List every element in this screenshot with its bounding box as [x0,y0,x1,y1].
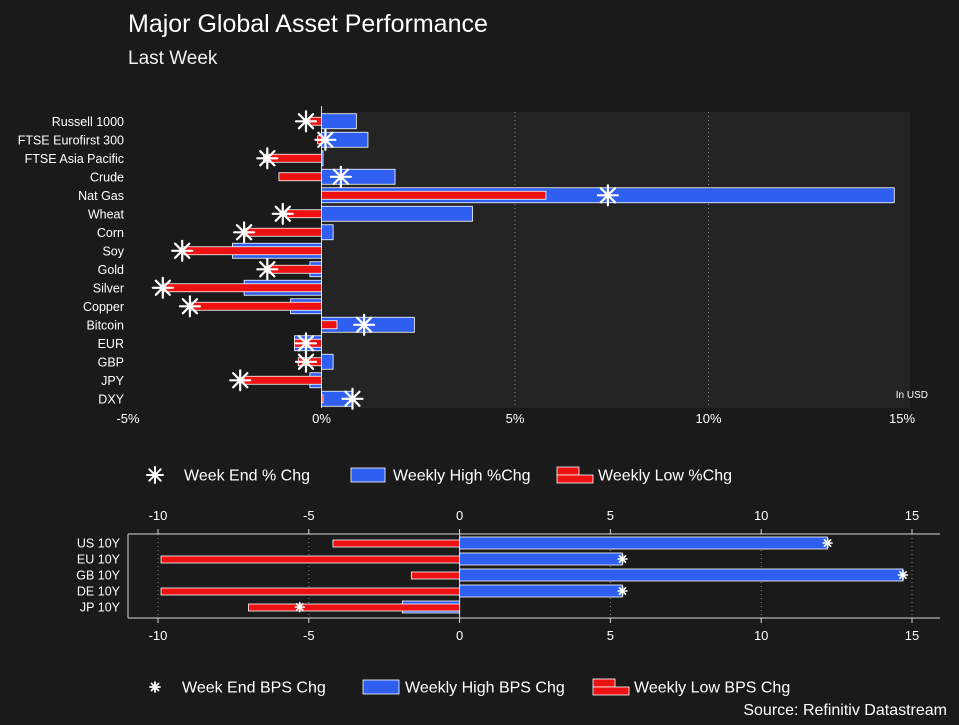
x-tick-label-bottom: -10 [149,628,168,643]
category-label: Wheat [88,207,125,221]
marker-week-end [271,202,294,225]
marker-week-end [897,569,909,581]
bar-weekly-low [248,603,460,612]
x-tick-label-top: 5 [607,508,614,523]
marker-week-end [314,128,337,151]
marker-week-end [294,601,306,613]
category-label: Nat Gas [78,189,124,203]
marker-week-end [151,276,174,299]
category-label: DE 10Y [77,585,121,599]
marker-week-end [233,221,256,244]
x-tick-label-top: 10 [754,508,768,523]
legend-label: Week End BPS Chg [182,680,326,697]
x-tick-label: 5% [506,411,525,426]
marker-week-end [617,553,628,565]
x-tick-label: -5% [116,411,140,426]
legend-label: Weekly High BPS Chg [405,680,565,697]
legend-high-swatch [350,467,386,483]
legend-label: Weekly High %Chg [393,468,531,485]
category-label: Crude [90,170,124,184]
x-tick-label: 15% [889,411,915,426]
marker-week-end [294,332,318,355]
bar-weekly-high [459,584,623,598]
bar-weekly-high [459,568,904,582]
plot-area-band [321,112,910,408]
source-note: Source: Refinitiv Datastream [743,702,947,719]
marker-week-end [294,110,318,133]
marker-week-end [171,239,194,262]
legend-marker-icon [149,681,161,693]
marker-week-end [341,387,364,410]
bar-weekly-low [160,587,461,596]
bar-weekly-low [160,555,461,564]
category-label: Gold [98,263,124,277]
legend-low-swatch [556,474,594,484]
bar-weekly-low [321,190,547,200]
x-tick-label-bottom: 0 [456,628,463,643]
category-label: Bitcoin [86,318,124,332]
legend-marker-icon [146,466,164,484]
legend-high-swatch [362,679,400,695]
marker-week-end [617,585,628,597]
marker-week-end [256,258,279,281]
chart-title: Major Global Asset Performance [128,10,488,38]
category-label: EU 10Y [77,553,121,567]
bar-weekly-low [321,320,338,330]
x-tick-label-top: -5 [303,508,315,523]
category-label: Russell 1000 [52,115,124,129]
marker-week-end [353,313,376,336]
bar-weekly-low [321,394,324,404]
bar-weekly-low [410,571,460,580]
x-tick-label-bottom: 15 [905,628,919,643]
unit-label: In USD [896,390,928,401]
legend-label: Weekly Low %Chg [598,468,732,485]
x-tick-label-top: -10 [149,508,168,523]
legend-low-swatch [592,686,630,696]
category-label: Soy [102,244,124,258]
category-label: JP 10Y [80,601,121,615]
chart-subtitle: Last Week [128,48,218,69]
marker-week-end [596,184,619,207]
category-label: DXY [98,392,124,406]
asset-performance-chart: -5% 0% 5% 10% 15% Russell 1000 FTSE Eurofirst … [18,106,928,485]
bar-weekly-low [278,172,322,182]
x-tick-label-top: 15 [905,508,919,523]
category-label: US 10Y [77,537,121,551]
marker-week-end [256,147,279,170]
x-tick-label-bottom: 10 [754,628,768,643]
category-label: EUR [98,337,124,351]
legend-label: Week End % Chg [184,468,310,485]
x-tick-label-bottom: -5 [303,628,315,643]
bar-weekly-low [332,539,461,548]
category-label: Corn [97,226,124,240]
category-label: FTSE Asia Pacific [25,152,124,166]
category-label: JPY [101,374,125,388]
legend-label: Weekly Low BPS Chg [634,680,790,697]
x-tick-label: 0% [312,411,331,426]
x-tick-label-bottom: 5 [607,628,614,643]
category-label: FTSE Eurofirst 300 [18,133,124,147]
marker-week-end [294,350,318,373]
bar-weekly-high [459,536,828,550]
marker-week-end [822,537,833,549]
category-label: Copper [83,300,124,314]
category-label: GBP [98,355,124,369]
category-label: Silver [93,281,124,295]
marker-week-end [229,369,252,392]
x-tick-label-top: 0 [456,508,463,523]
x-tick-label: 10% [695,411,721,426]
marker-week-end [178,295,201,318]
category-label: GB 10Y [76,569,120,583]
bar-weekly-high [459,552,623,566]
legend-low-swatch [592,678,616,688]
marker-week-end [329,165,352,188]
